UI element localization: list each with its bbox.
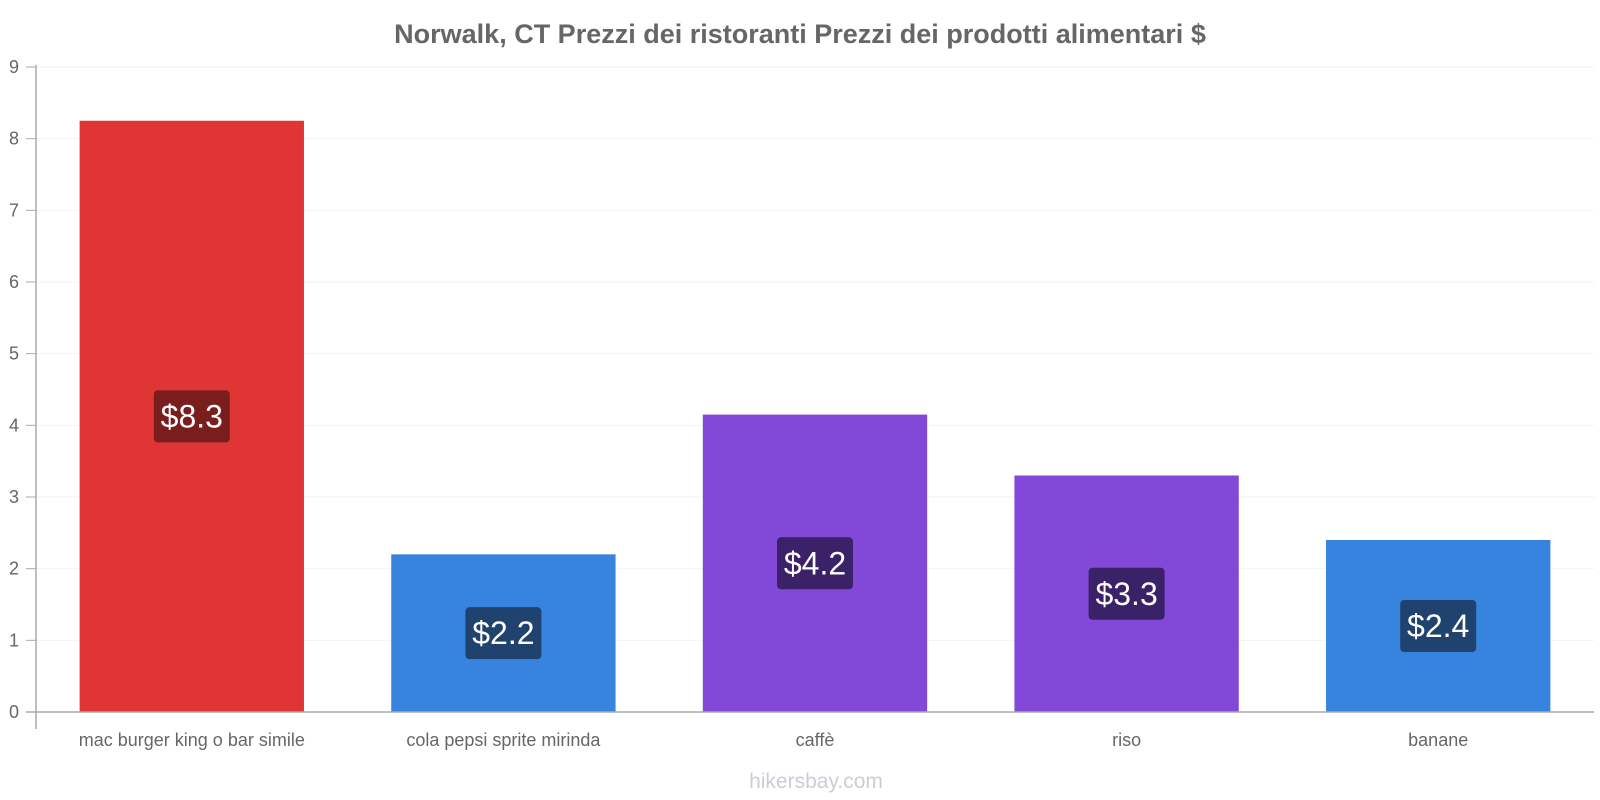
data-label: $3.3 <box>1088 567 1165 620</box>
data-label-box <box>153 390 230 443</box>
chart-title: Norwalk, CT Prezzi dei ristoranti Prezzi… <box>394 19 1206 49</box>
data-label: $2.2 <box>465 607 542 660</box>
x-category-label: cola pepsi sprite mirinda <box>406 730 601 750</box>
data-label-box <box>1088 567 1165 620</box>
data-label-text: $2.2 <box>472 615 534 651</box>
data-label-text: $4.2 <box>784 545 846 581</box>
axes <box>26 65 1594 729</box>
data-label-text: $2.4 <box>1407 608 1469 644</box>
y-tick-label: 7 <box>9 200 19 220</box>
y-tick-label: 4 <box>9 415 19 435</box>
x-category-label: mac burger king o bar simile <box>79 730 305 750</box>
bars <box>79 120 1551 712</box>
data-label-box <box>1400 600 1477 652</box>
y-tick-label: 3 <box>9 487 19 507</box>
y-tick-label: 8 <box>9 129 19 149</box>
y-tick-label: 0 <box>9 702 19 722</box>
y-tick-label: 6 <box>9 272 19 292</box>
x-category-label: caffè <box>796 730 835 750</box>
watermark: hikersbay.com <box>749 770 883 793</box>
y-ticks: 0 1 2 3 4 5 6 7 8 9 <box>9 57 36 722</box>
x-categories: mac burger king o bar simile cola pepsi s… <box>79 730 1468 750</box>
data-label-box <box>777 537 853 590</box>
data-label-text: $8.3 <box>161 398 223 434</box>
y-tick-label: 5 <box>9 344 19 364</box>
data-labels: $8.3 $2.2 $4.2 $3.3 $2.4 <box>153 390 1477 660</box>
data-label-box <box>465 607 542 660</box>
data-label: $2.4 <box>1400 600 1477 652</box>
y-tick-label: 2 <box>9 559 19 579</box>
y-tick-label: 9 <box>9 57 19 77</box>
data-label-text: $3.3 <box>1095 576 1157 612</box>
y-tick-label: 1 <box>9 630 19 650</box>
x-category-label: riso <box>1112 730 1141 750</box>
data-label: $4.2 <box>777 537 853 590</box>
x-category-label: banane <box>1408 730 1468 750</box>
data-label: $8.3 <box>153 390 230 443</box>
